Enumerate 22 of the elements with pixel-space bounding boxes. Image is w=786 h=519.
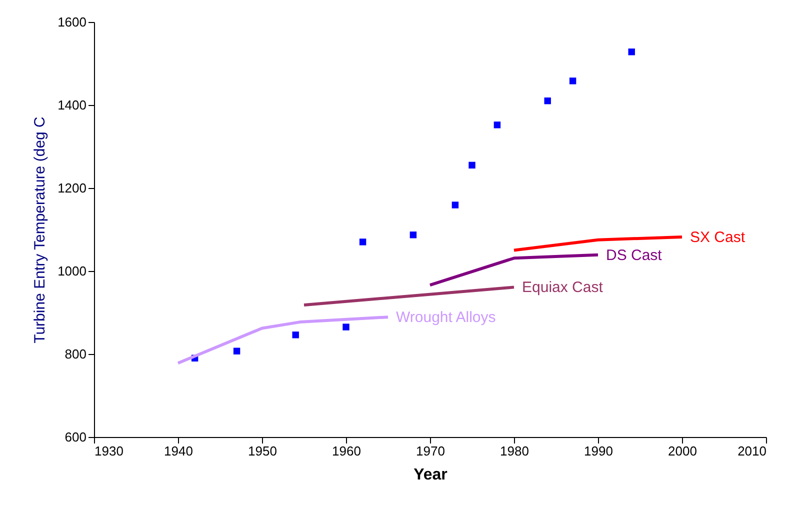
series-label: DS Cast [606, 246, 663, 264]
line-series [176, 316, 390, 365]
y-tick-label: 600 [64, 430, 86, 444]
x-tick-label: 1940 [164, 444, 193, 458]
x-tick-label: 1960 [332, 444, 361, 458]
series-label: Wrought Alloys [396, 309, 496, 326]
series-label: SX Cast [690, 228, 746, 246]
y-tick-label: 1400 [58, 98, 86, 112]
y-tick-label: 800 [64, 346, 86, 362]
x-tick-label: 1950 [248, 444, 277, 458]
series-label: Equiax Cast [522, 279, 604, 296]
x-tick-label: 1980 [500, 444, 529, 458]
y-axis-title: Turbine Entry Temperature (deg C [32, 116, 49, 344]
x-tick-label: 1930 [94, 444, 124, 458]
y-tick-label: 1000 [58, 264, 86, 278]
x-tick-label: 2000 [668, 444, 697, 458]
y-tick-label: 1600 [58, 14, 86, 30]
x-tick-label: 1970 [416, 444, 445, 458]
y-tick-label: 1200 [58, 180, 86, 196]
x-axis-title: Year [414, 466, 448, 484]
x-tick-label: 1990 [584, 444, 613, 458]
x-tick-label: 2010 [738, 444, 766, 458]
